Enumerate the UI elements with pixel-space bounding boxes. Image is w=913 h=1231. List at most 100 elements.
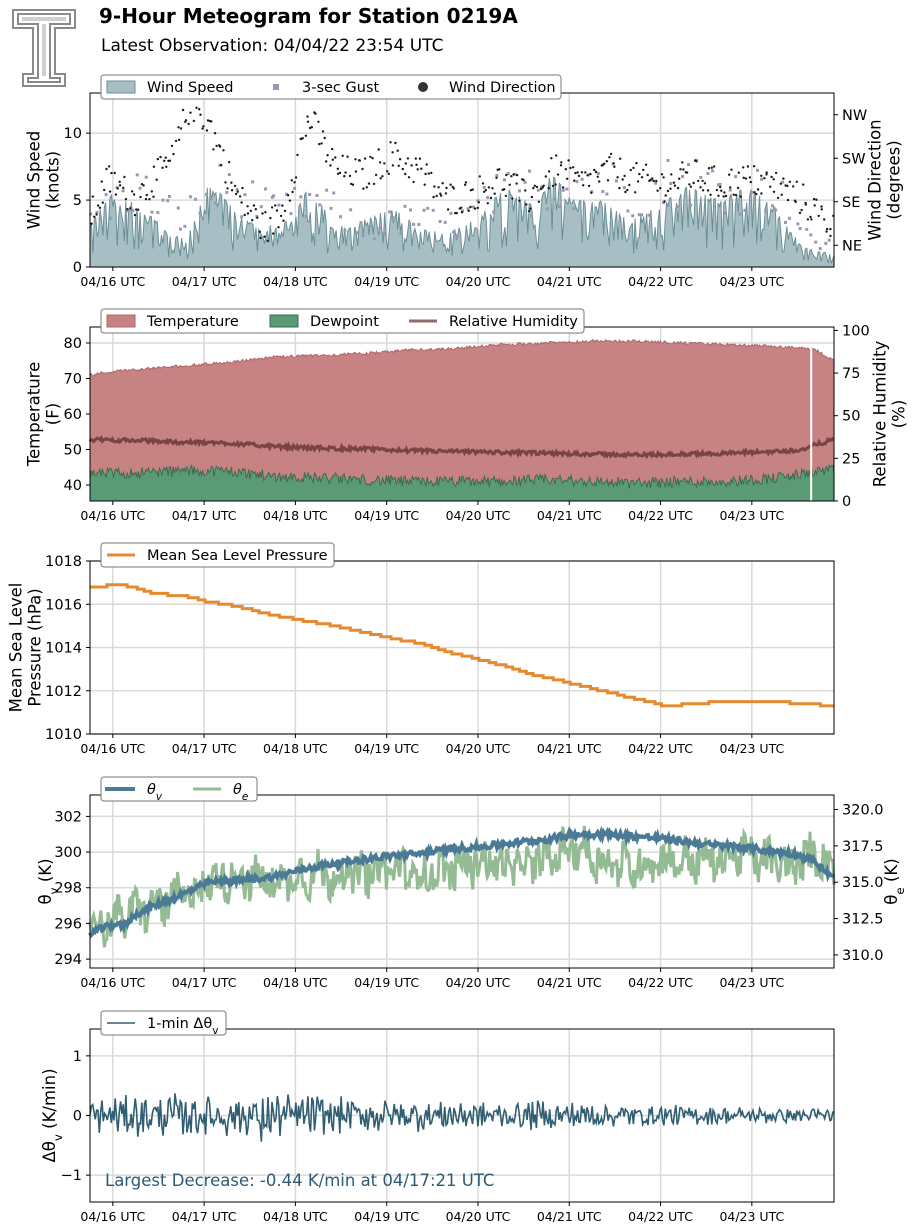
gust-marker [272, 194, 276, 198]
gust-marker [355, 231, 359, 235]
direction-dot [491, 187, 494, 190]
direction-dot [669, 187, 672, 190]
direction-dot [135, 208, 138, 211]
gust-marker [422, 208, 426, 212]
direction-dot [369, 155, 372, 159]
direction-dot [786, 198, 790, 202]
y-tick-label: 70 [64, 371, 82, 387]
y2-tick-label: SW [842, 151, 866, 167]
direction-dot [829, 234, 832, 238]
direction-dot [663, 200, 666, 203]
direction-dot [673, 184, 677, 187]
y-tick-label: 0 [73, 1109, 82, 1125]
x-tick-label: 04/19 UTC [354, 741, 419, 756]
pressure-legend [100, 542, 335, 568]
mslp-axis-label-line: Mean Sea Level [7, 583, 26, 713]
theta-e-axis-label-text: θe (K) [882, 858, 907, 904]
direction-dot [394, 141, 397, 145]
gust-marker [706, 172, 710, 176]
direction-dot [187, 122, 190, 126]
theta-legend [100, 776, 258, 802]
direction-dot [715, 188, 719, 192]
direction-dot [539, 187, 543, 191]
gust-marker [565, 187, 569, 191]
wind-speed-axis-label: Wind Speed (knots) [25, 131, 63, 229]
gust-marker [809, 233, 813, 237]
gust-marker [131, 209, 135, 213]
gust-marker [339, 215, 343, 219]
direction-dot [279, 214, 283, 218]
direction-dot [130, 190, 134, 193]
direction-dot [632, 166, 635, 170]
gust-marker [750, 190, 754, 194]
direction-dot [433, 185, 436, 188]
gust-marker [687, 163, 691, 167]
direction-dot [439, 192, 442, 195]
direction-dot [529, 207, 532, 210]
direction-dot [150, 190, 153, 193]
direction-dot [710, 166, 713, 169]
direction-dot [348, 174, 352, 178]
direction-dot [275, 209, 279, 212]
direction-dot [477, 201, 480, 204]
direction-dot [341, 154, 344, 157]
gust-marker [689, 203, 693, 207]
direction-dot [416, 168, 419, 171]
direction-dot [584, 171, 587, 174]
gust-marker [417, 222, 421, 226]
gust-marker [738, 212, 742, 216]
direction-dot [215, 144, 218, 148]
direction-dot [435, 194, 438, 198]
wind-speed-area [90, 177, 834, 267]
direction-dot [603, 162, 606, 165]
direction-dot [152, 195, 155, 198]
x-tick-label: 04/17 UTC [172, 1209, 237, 1224]
direction-dot [825, 230, 828, 233]
direction-dot [770, 175, 773, 179]
direction-dot [379, 177, 382, 180]
direction-dot [522, 178, 525, 182]
direction-dot [406, 157, 410, 160]
direction-dot [524, 189, 527, 192]
direction-dot [478, 175, 481, 178]
direction-dot [230, 181, 233, 184]
direction-dot [518, 199, 521, 202]
direction-dot [236, 190, 239, 193]
y2-tick-label: 315.0 [842, 875, 884, 891]
y-tick-label: 296 [54, 916, 82, 932]
y-tick-label: 60 [64, 407, 82, 423]
relative-humidity-axis-label: Relative Humidity (%) [871, 340, 909, 487]
direction-dot [233, 184, 237, 188]
direction-dot [391, 164, 395, 167]
direction-dot [786, 184, 789, 188]
x-tick-label: 04/17 UTC [172, 741, 237, 756]
direction-dot [90, 222, 93, 225]
direction-dot [238, 195, 242, 198]
direction-dot [709, 193, 712, 196]
direction-dot [179, 127, 183, 130]
direction-dot [806, 218, 810, 221]
latest-observation: Latest Observation: 04/04/22 23:54 UTC [101, 36, 444, 56]
direction-dot [404, 172, 407, 176]
direction-dot [301, 137, 304, 140]
temperature-axis-label: Temperature (F) [25, 362, 63, 468]
direction-dot [218, 145, 222, 148]
gust-marker [109, 216, 113, 220]
gust-marker [523, 180, 527, 184]
legend-label-dewpoint: Dewpoint [310, 314, 379, 330]
gust-marker [452, 230, 456, 234]
gust-marker [408, 208, 412, 212]
direction-dot [320, 142, 323, 145]
direction-dot [249, 209, 252, 212]
direction-dot [736, 186, 740, 190]
direction-dot [469, 189, 473, 192]
direction-dot [779, 182, 782, 185]
y2-tick-label: 50 [842, 409, 860, 425]
y-tick-label: 300 [54, 845, 82, 861]
direction-dot [383, 162, 386, 165]
direction-dot [535, 185, 539, 189]
x-tick-label: 04/22 UTC [628, 274, 693, 289]
gust-marker [225, 190, 229, 194]
theta-v-axis-label: θv (K) [36, 858, 61, 904]
direction-dot [707, 167, 711, 170]
